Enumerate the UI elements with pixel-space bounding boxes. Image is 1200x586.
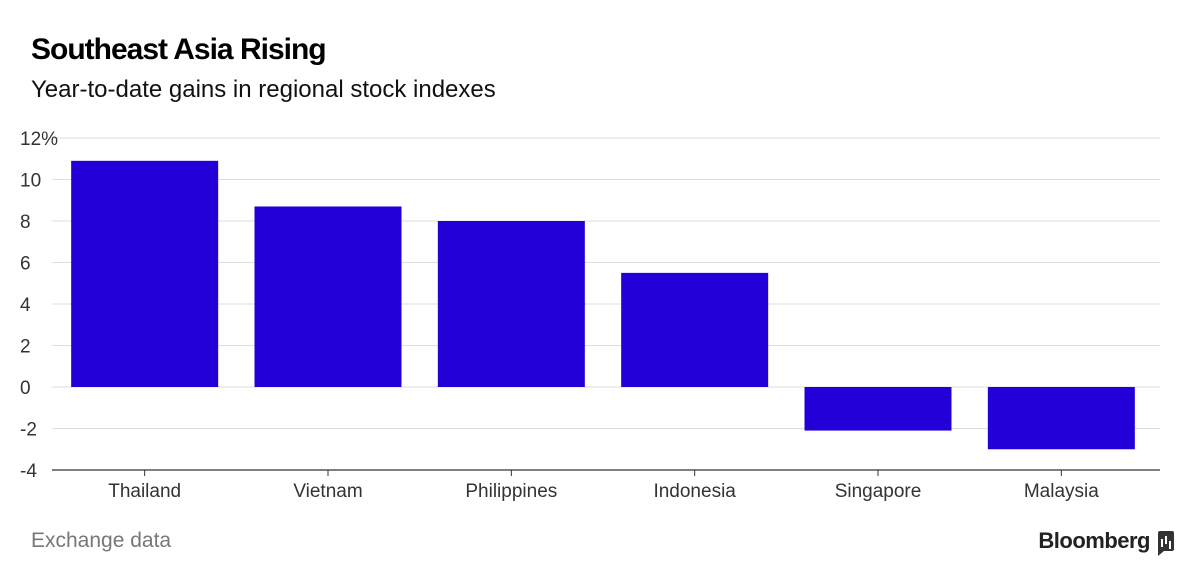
y-tick-label: 0	[20, 378, 31, 399]
y-tick-label: -4	[20, 461, 37, 482]
bar-vietnam	[254, 206, 402, 387]
y-tick-label: 2	[20, 337, 31, 358]
brand-logo: Bloomberg	[1038, 528, 1174, 556]
chart-bubble-icon	[1158, 531, 1174, 556]
chart-subtitle: Year-to-date gains in regional stock ind…	[31, 76, 496, 103]
bar-singapore	[804, 387, 952, 431]
chart-title: Southeast Asia Rising	[31, 33, 327, 66]
y-tick-label: 10	[20, 171, 41, 192]
y-tick-label: 12%	[20, 129, 58, 150]
y-tick-label: 6	[20, 254, 31, 275]
y-axis-tick-labels: 12% 10 8 6 4 2 0 -2 -4	[20, 129, 58, 482]
y-tick-label: 4	[20, 295, 31, 316]
bar-philippines	[437, 221, 585, 387]
y-tick-label: -2	[20, 420, 37, 441]
brand-name: Bloomberg	[1038, 528, 1150, 553]
x-tick-label: Philippines	[465, 481, 557, 502]
bars	[71, 160, 1135, 450]
bar-thailand	[71, 160, 219, 387]
y-tick-label: 8	[20, 212, 31, 233]
x-tick-label: Malaysia	[1024, 481, 1099, 502]
source-note: Exchange data	[31, 529, 172, 552]
x-axis	[52, 469, 1160, 476]
x-tick-label: Thailand	[108, 481, 181, 502]
bar-indonesia	[621, 272, 769, 387]
grid-lines	[52, 137, 1160, 429]
bar-malaysia	[987, 387, 1135, 450]
x-tick-label: Indonesia	[653, 481, 736, 502]
x-tick-label: Singapore	[835, 481, 922, 502]
x-tick-label: Vietnam	[293, 481, 362, 502]
x-axis-tick-labels: Thailand Vietnam Philippines Indonesia Singa…	[108, 481, 1099, 502]
